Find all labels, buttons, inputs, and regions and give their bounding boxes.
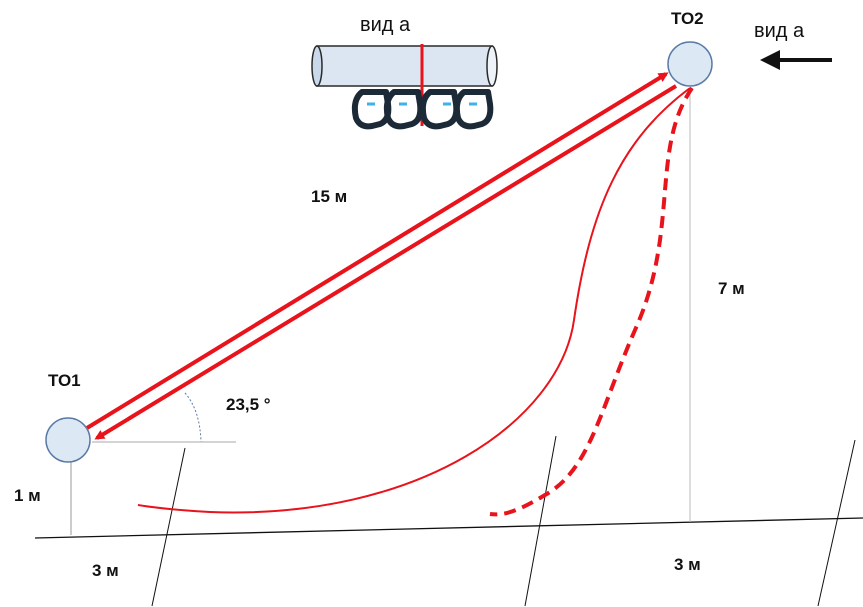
angle-arc [184, 392, 202, 443]
ground-line [34, 517, 863, 539]
carabiner-icon [383, 89, 424, 130]
hatch-line [817, 439, 856, 607]
hatch-line [524, 435, 557, 607]
height-label: 7 м [718, 279, 745, 298]
rope-upper-arrow [85, 72, 669, 430]
left-height-label: 1 м [14, 486, 41, 505]
angle-label: 23,5 ° [226, 395, 271, 414]
rope-lower-arrow [94, 84, 678, 440]
carabiner-icon [351, 89, 392, 130]
arrow-left-icon [760, 50, 832, 70]
hatch-line [151, 447, 186, 607]
distance-right-label: 3 м [674, 555, 701, 574]
view-a-right-label: вид а [754, 20, 805, 42]
pipe-illustration [311, 44, 498, 126]
view-a-top-label: вид а [360, 14, 411, 36]
carabiner-icon [453, 89, 494, 130]
to1-label: ТО1 [48, 371, 81, 390]
rope-slack-dashed [489, 86, 694, 517]
carabiner-icon [419, 89, 460, 130]
to2-anchor [667, 41, 713, 87]
length-label: 15 м [311, 187, 347, 206]
to2-label: ТО2 [671, 9, 704, 28]
to1-anchor [45, 417, 91, 463]
rope-slack-solid [137, 87, 691, 514]
distance-left-label: 3 м [92, 561, 119, 580]
